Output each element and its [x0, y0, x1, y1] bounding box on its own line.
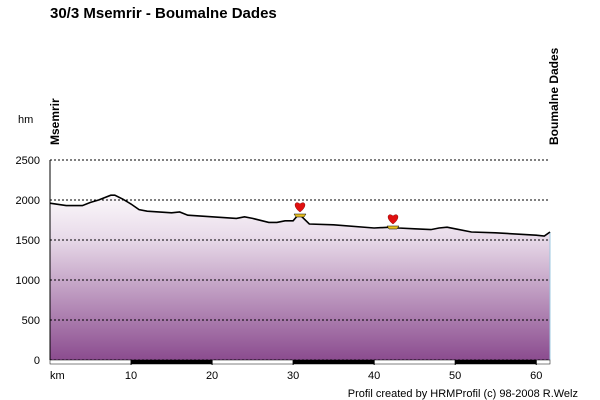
x-tick-label: 30	[287, 370, 299, 382]
x-tick-label: 10	[125, 370, 137, 382]
start-label: Msemrir	[48, 98, 62, 145]
footer: Profil created by HRMProfil (c) 98-2008 …	[348, 388, 578, 400]
y-tick-label: 0	[34, 355, 40, 367]
scale-band	[293, 360, 375, 364]
x-tick-label: 50	[449, 370, 461, 382]
scale-band	[455, 360, 537, 364]
elevation-line	[49, 194, 551, 237]
scale-band	[131, 360, 213, 364]
y-tick-label: 500	[22, 315, 40, 327]
area-fill	[50, 195, 550, 360]
y-tick-label: 2000	[16, 195, 40, 207]
poi-icon	[293, 202, 307, 218]
y-tick-label: 2500	[16, 155, 40, 167]
poi-icon	[386, 214, 400, 230]
x-tick-label: 20	[206, 370, 218, 382]
y-tick-label: 1500	[16, 235, 40, 247]
x-axis-label: km	[50, 370, 65, 382]
end-label: Boumalne Dades	[547, 47, 561, 145]
x-tick-label: 60	[530, 370, 542, 382]
x-tick-label: 40	[368, 370, 380, 382]
plot: 0 500 1000 1500 2000 2500 10 20 30 40 50 60	[16, 155, 551, 382]
chart-title: 30/3 Msemrir - Boumalne Dades	[50, 5, 277, 22]
y-tick-label: 1000	[16, 275, 40, 287]
y-axis-label: hm	[18, 114, 33, 126]
